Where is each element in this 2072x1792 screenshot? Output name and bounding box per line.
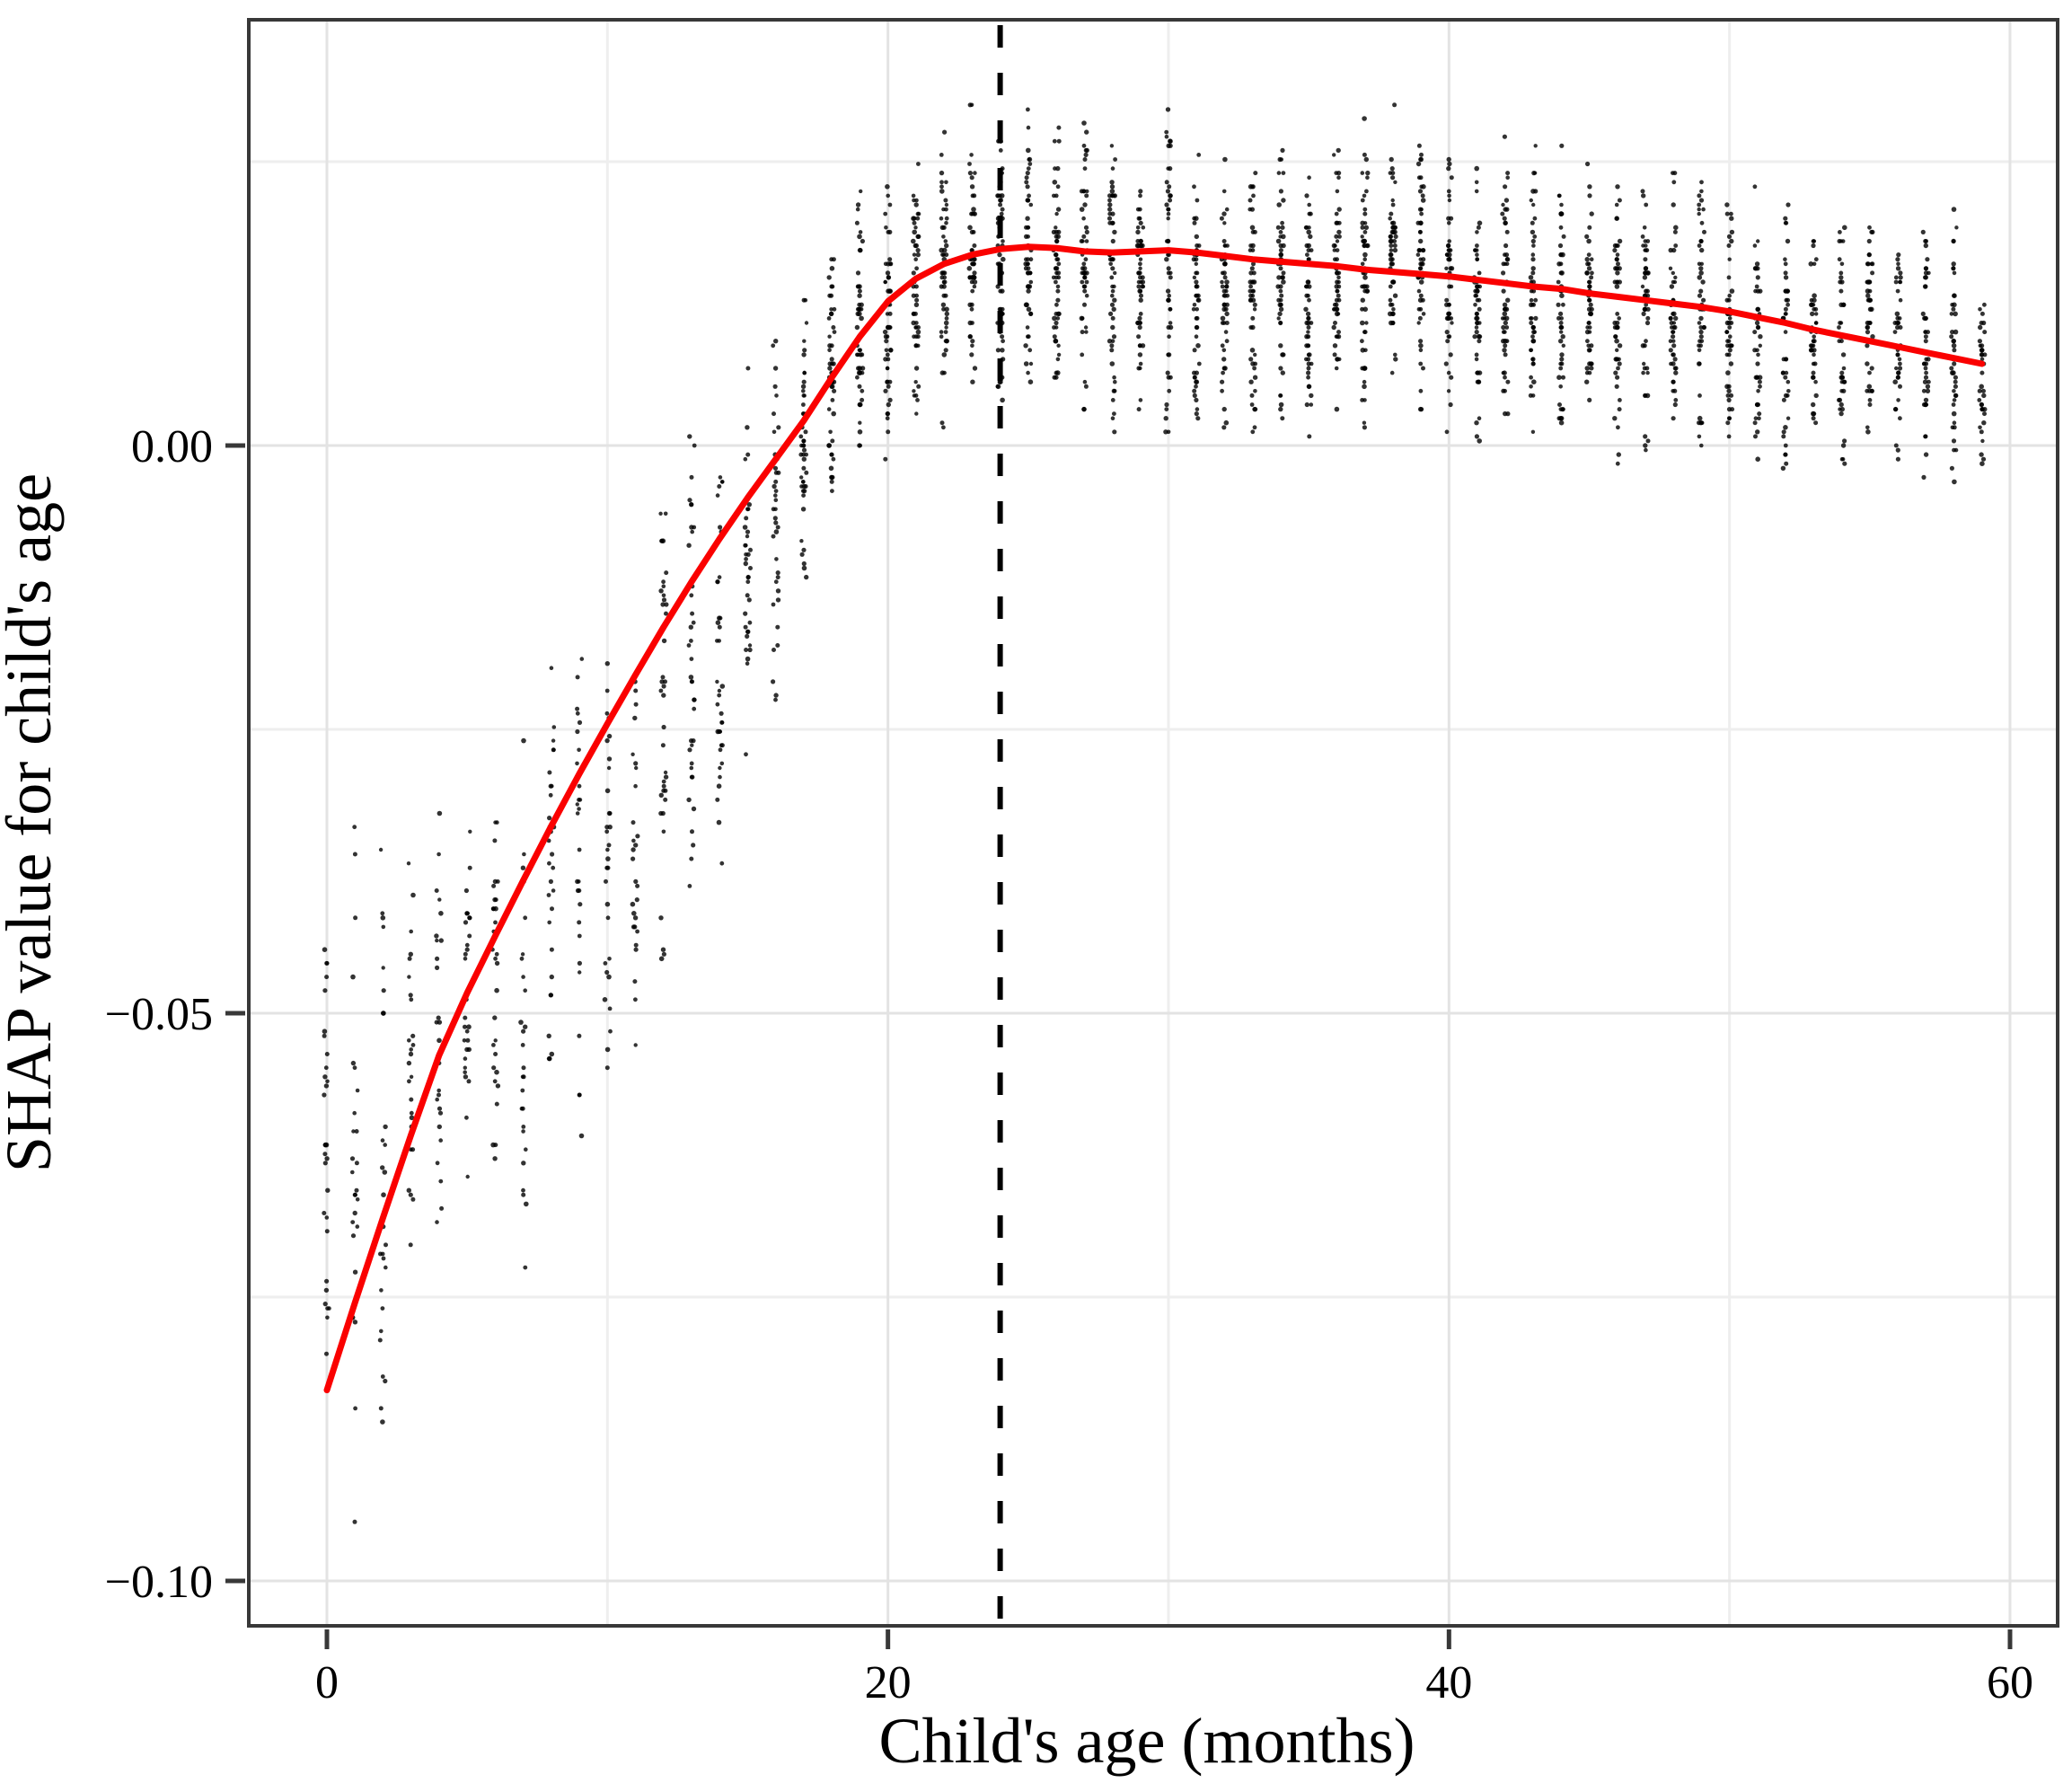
gridlines-major [247, 18, 2059, 1628]
y-axis-title: SHAP value for child's age [0, 473, 65, 1172]
x-tick-label: 60 [1987, 1657, 2033, 1708]
tick-marks [225, 443, 2013, 1649]
gridlines-minor [247, 18, 2059, 1628]
axes: 0.00 −0.05 −0.10 0 20 40 60 [105, 421, 2033, 1708]
panel-border [247, 18, 2059, 1628]
loess-curve [323, 243, 1986, 1394]
x-tick-label: 20 [865, 1657, 912, 1708]
x-axis-title: Child's age (months) [879, 1705, 1415, 1777]
data-points [322, 102, 1988, 1524]
y-tick-label: 0.00 [131, 421, 213, 472]
x-tick-label: 0 [315, 1657, 339, 1708]
y-tick-label: −0.05 [105, 989, 213, 1040]
x-tick-label: 40 [1425, 1657, 1472, 1708]
y-tick-label: −0.10 [105, 1557, 213, 1608]
plot-panel [247, 18, 2059, 1628]
